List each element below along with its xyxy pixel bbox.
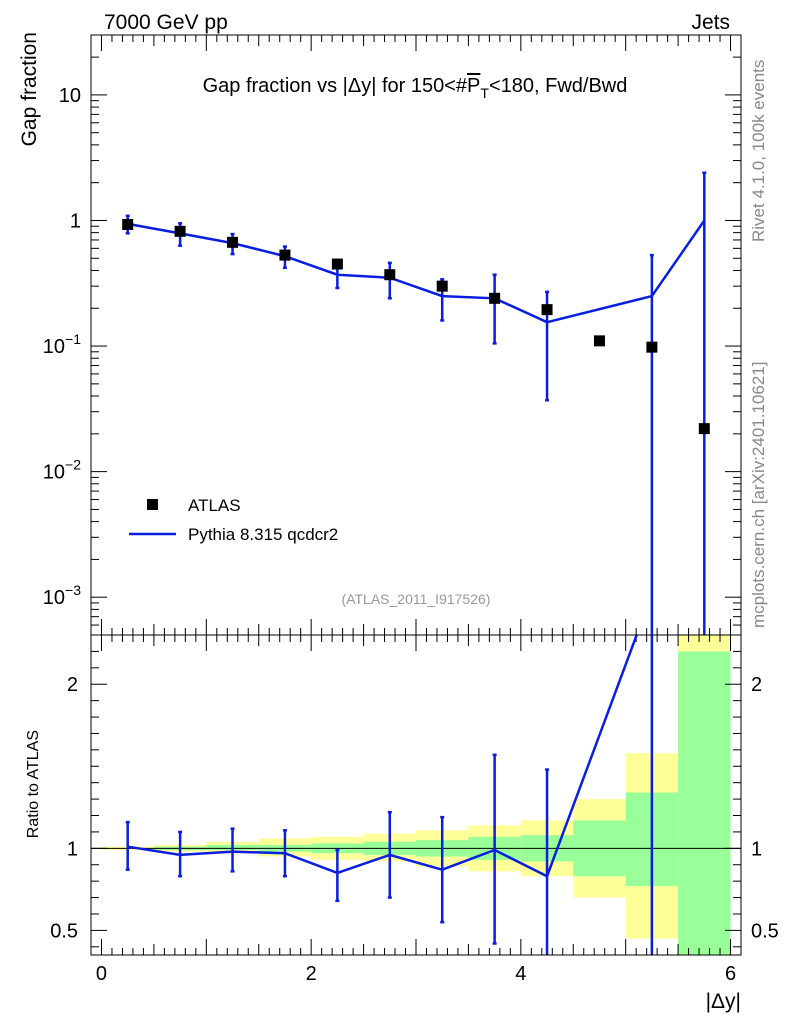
main-y-tick-base: 10 [43, 587, 65, 609]
atlas-data-point [122, 218, 134, 230]
legend-pythia-label: Pythia 8.315 qcdcr2 [188, 525, 338, 544]
legend-atlas-label: ATLAS [188, 496, 241, 515]
atlas-data-point [541, 304, 553, 316]
ratio-y-tick-label-right: 0.5 [751, 920, 779, 942]
main-y-tick-base: 10 [59, 85, 81, 107]
atlas-data-point [331, 258, 343, 270]
main-y-tick-exponent: −1 [65, 331, 81, 347]
main-y-tick-label: 10 [59, 85, 81, 107]
legend-atlas-marker [147, 499, 158, 510]
atlas-data-point [384, 269, 396, 281]
ratio-y-tick-label-right: 1 [751, 838, 762, 860]
main-frame [90, 34, 742, 636]
main-y-tick-base: 10 [43, 336, 65, 358]
x-tick-label: 4 [515, 963, 526, 985]
ratio-y-tick-label-left: 0.5 [50, 920, 78, 942]
main-marks [122, 171, 710, 635]
rivet-info-text: Rivet 4.1.0, 100k events [749, 60, 768, 242]
ratio-panel: 2 2 1 1 0.5 0.5 0 2 4 6 Ratio to ATLAS |Δy| [25, 634, 779, 1013]
ratio-frame [90, 634, 742, 956]
ratio-mc-line [127, 634, 638, 878]
ratio-marks [125, 634, 654, 955]
main-x-ticks [100, 35, 732, 635]
title-prefix: Gap fraction vs |Δy| for 150<# [203, 75, 468, 97]
atlas-data-point [593, 335, 605, 347]
ratio-y-ticks: 2 2 1 1 0.5 0.5 [50, 650, 779, 948]
ratio-y-tick-label-right: 2 [751, 674, 762, 696]
ratio-bands [101, 635, 731, 955]
title-p-subscript: T [480, 85, 489, 101]
main-y-tick-base: 10 [43, 462, 65, 484]
main-y-tick-base: 1 [70, 210, 81, 232]
ratio-y-tick-label-left: 1 [67, 838, 78, 860]
main-y-tick-label: 10−2 [43, 457, 81, 484]
mc-line [127, 219, 706, 324]
header-left-text: 7000 GeV pp [104, 11, 228, 34]
main-y-tick-label: 1 [70, 210, 81, 232]
source-info-text: mcplots.cern.ch [arXiv:2401.10621] [749, 362, 768, 628]
main-title: Gap fraction vs |Δy| for 150<#PT<180, Fw… [203, 75, 628, 101]
ratio-x-ticks: 0 2 4 6 [96, 635, 736, 985]
main-y-axis-label: Gap fraction [18, 32, 41, 146]
main-y-tick-label: 10−1 [43, 331, 81, 358]
atlas-data-point [646, 341, 658, 353]
atlas-data-point [174, 225, 186, 237]
ratio-y-axis-label: Ratio to ATLAS [25, 730, 42, 838]
header-right-text: Jets [691, 11, 730, 34]
atlas-data-point [279, 249, 291, 261]
legend: ATLAS Pythia 8.315 qcdcr2 [129, 496, 338, 544]
x-axis-label: |Δy| [706, 990, 741, 1013]
ratio-band-green [678, 651, 731, 955]
atlas-data-point [436, 280, 448, 292]
x-tick-label: 2 [306, 963, 317, 985]
atlas-data-point [698, 423, 710, 435]
main-y-tick-exponent: −2 [65, 457, 81, 473]
atlas-data-point [489, 292, 501, 304]
main-panel: Gap fraction vs |Δy| for 150<#PT<180, Fw… [18, 32, 742, 636]
watermark-label: (ATLAS_2011_I917526) [342, 591, 491, 607]
main-y-tick-label: 10−3 [43, 582, 81, 609]
main-y-tick-exponent: −3 [65, 582, 81, 598]
title-suffix: <180, Fwd/Bwd [489, 75, 627, 97]
x-tick-label: 6 [725, 963, 736, 985]
ratio-y-tick-label-left: 2 [67, 674, 78, 696]
title-p-symbol: P [467, 75, 480, 97]
x-tick-label: 0 [96, 963, 107, 985]
atlas-data-point [227, 236, 239, 248]
